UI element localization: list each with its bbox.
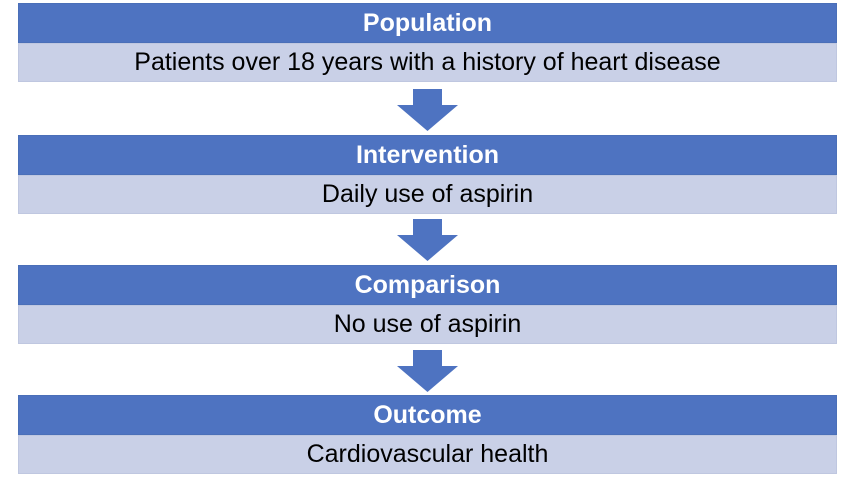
comparison-description: No use of aspirin [18,305,837,344]
population-title: Population [18,3,837,43]
outcome-block: Outcome Cardiovascular health [18,395,837,474]
down-arrow-icon [397,89,458,131]
down-arrow-icon [397,219,458,261]
comparison-title: Comparison [18,265,837,305]
intervention-title: Intervention [18,135,837,175]
comparison-block: Comparison No use of aspirin [18,265,837,344]
population-description: Patients over 18 years with a history of… [18,43,837,82]
outcome-title: Outcome [18,395,837,435]
intervention-description: Daily use of aspirin [18,175,837,214]
intervention-block: Intervention Daily use of aspirin [18,135,837,214]
population-block: Population Patients over 18 years with a… [18,3,837,82]
down-arrow-icon [397,350,458,392]
outcome-description: Cardiovascular health [18,435,837,474]
